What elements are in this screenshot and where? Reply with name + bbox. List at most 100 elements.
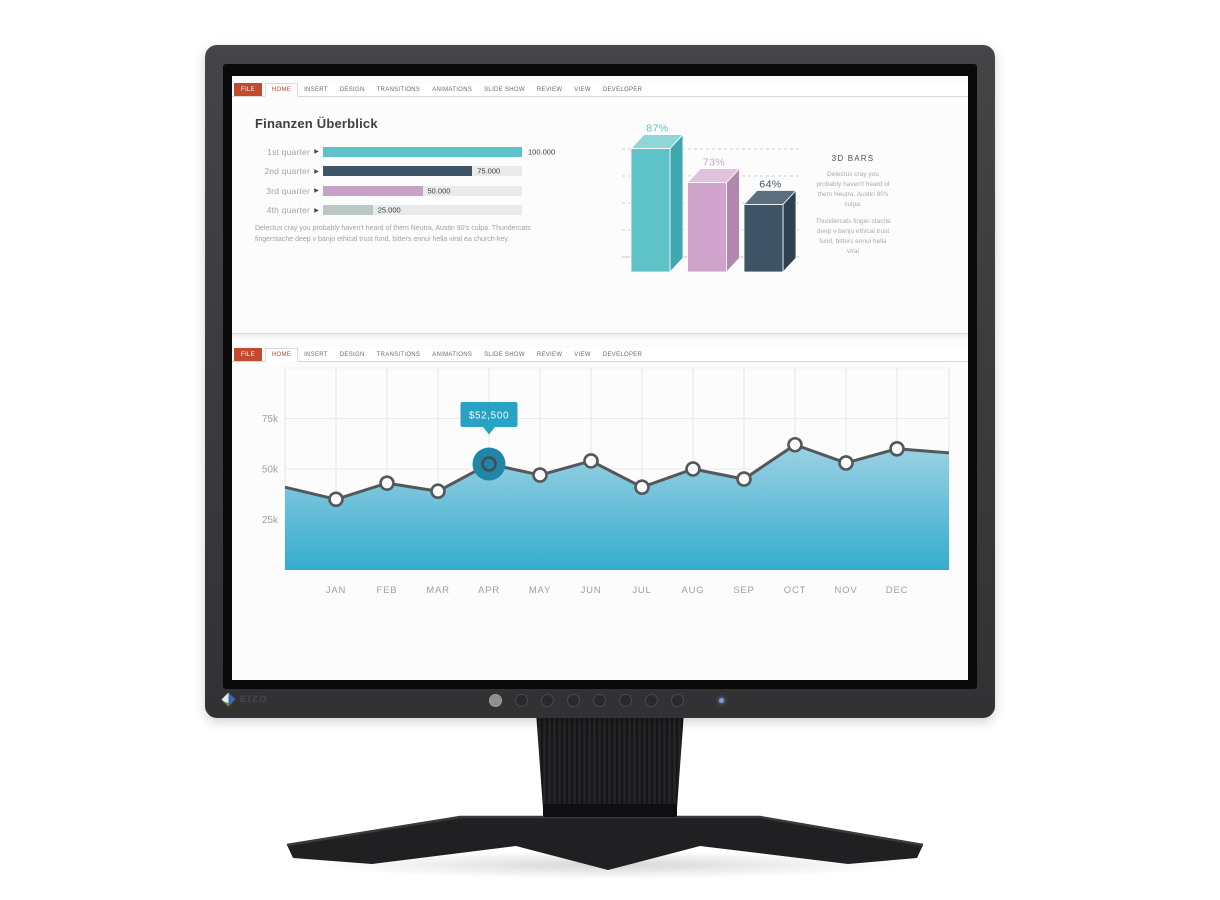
month-label: FEB (377, 585, 398, 596)
ribbon-tab-transitions[interactable]: TRANSITIONS (376, 351, 421, 358)
tooltip-value: $52,500 (469, 411, 509, 422)
month-label: DEC (886, 585, 908, 596)
ribbon-tab-review[interactable]: REVIEW (536, 86, 563, 93)
monitor-stand-hinge (543, 804, 677, 817)
ribbon-tab-home[interactable]: HOME (264, 348, 299, 362)
screen-frame: FILE HOME INSERT DESIGN TRANSITIONS ANIMATION… (223, 64, 977, 689)
bar-category-label: 4th quarter (266, 205, 310, 216)
bar-fill (323, 146, 522, 157)
triangle-marker-icon: ▶ (314, 207, 319, 214)
ribbon-tab-home[interactable]: HOME (264, 83, 299, 97)
monitor-button[interactable] (593, 694, 606, 707)
bar-row: 4th quarter ▶ 25.000 (252, 201, 592, 221)
ribbon-tab-slide-show[interactable]: SLIDE SHOW (484, 86, 525, 93)
data-point[interactable] (532, 467, 548, 483)
panel-paragraph-2: Thundercats finger-stache deep v banjo e… (815, 218, 891, 256)
percent-label: 64% (759, 179, 782, 191)
ribbon-tab-view[interactable]: VIEW (574, 86, 591, 93)
ribbon-tab-file[interactable]: FILE (234, 83, 262, 96)
data-point[interactable] (328, 491, 344, 508)
bar-fill (323, 185, 423, 196)
brand-label: EIZO (240, 693, 269, 705)
eizo-logo: EIZO (221, 690, 281, 708)
month-label: AUG (682, 585, 705, 596)
data-point-highlighted[interactable] (481, 456, 497, 472)
bar-track: 25.000 (323, 205, 522, 216)
stand-base-shape (287, 817, 923, 870)
panel-paragraph-1: Delectus cray you probably haven't heard… (816, 171, 890, 209)
triangle-marker-icon: ▶ (314, 188, 319, 195)
ribbon-tab-developer[interactable]: DEVELOPER (602, 351, 643, 358)
monitor-button[interactable] (567, 694, 580, 707)
ribbon-tab-insert[interactable]: INSERT (304, 86, 328, 93)
slide-divider (232, 333, 968, 339)
percent-label: 73% (703, 157, 726, 169)
ribbon-tab-design[interactable]: DESIGN (339, 351, 365, 358)
ribbon-tab-transitions[interactable]: TRANSITIONS (376, 86, 421, 93)
monitor-button-sensor[interactable] (489, 694, 502, 707)
month-label: NOV (835, 585, 858, 596)
y-axis-label: 50k (262, 465, 279, 476)
data-line (284, 443, 950, 501)
slide-title: Finanzen Überblick (255, 116, 378, 131)
ribbon-tab-design[interactable]: DESIGN (339, 86, 365, 93)
monitor-button[interactable] (671, 694, 684, 707)
month-label: JAN (326, 585, 346, 596)
bar-category-label: 2nd quarter (264, 166, 310, 177)
ribbon-tab-file[interactable]: FILE (234, 348, 262, 361)
area-fill (285, 444, 949, 570)
monitor-stand-base (286, 815, 924, 870)
ribbon-tab-animations[interactable]: ANIMATIONS (432, 86, 473, 93)
bar-value-label: 50.000 (427, 186, 451, 196)
data-point[interactable] (685, 461, 701, 477)
ribbon-tab-slide-show[interactable]: SLIDE SHOW (484, 351, 525, 358)
three-d-bar: 87% (630, 123, 684, 274)
bar-fill (323, 205, 373, 216)
power-led (719, 698, 724, 703)
month-label: OCT (784, 585, 806, 596)
monitor-stand-neck (536, 712, 684, 814)
bar-value-label: 75.000 (477, 166, 501, 176)
ribbon-tab-animations[interactable]: ANIMATIONS (432, 351, 473, 358)
y-axis-label: 75k (262, 414, 279, 425)
monitor-button[interactable] (515, 694, 528, 707)
ribbon-tab-developer[interactable]: DEVELOPER (602, 86, 643, 93)
month-label: JUN (581, 585, 602, 596)
bar-row: 1st quarter ▶ 100.000 (252, 142, 592, 162)
bar-row: 3rd quarter ▶ 50.000 (252, 181, 592, 201)
ribbon-tab-review[interactable]: REVIEW (536, 351, 563, 358)
screen: FILE HOME INSERT DESIGN TRANSITIONS ANIMATION… (232, 76, 968, 680)
eizo-diamond-icon (221, 692, 236, 706)
slide-body-text: Delectus cray you probably haven't heard… (255, 225, 531, 243)
data-point[interactable] (379, 475, 395, 491)
ribbon-tab-view[interactable]: VIEW (574, 351, 591, 358)
three-d-bars-panel: 3D BARS Delectus cray you probably haven… (815, 154, 891, 258)
panel-heading: 3D BARS (831, 154, 875, 163)
data-point[interactable] (889, 440, 905, 457)
percent-label: 87% (646, 123, 669, 135)
bar-track: 100.000 (323, 146, 555, 157)
data-point[interactable] (838, 455, 854, 471)
data-point[interactable] (736, 471, 752, 487)
y-axis-label: 25k (262, 515, 279, 526)
bar-category-label: 3rd quarter (266, 185, 310, 196)
monitor-button[interactable] (645, 694, 658, 707)
monitor-button[interactable] (541, 694, 554, 707)
ribbon-tab-insert[interactable]: INSERT (304, 351, 328, 358)
data-point[interactable] (430, 483, 446, 500)
month-label: JUL (632, 585, 651, 596)
monitor-bezel: FILE HOME INSERT DESIGN TRANSITIONS ANIMATION… (205, 45, 995, 718)
monitor-button[interactable] (619, 694, 632, 707)
data-point[interactable] (787, 436, 803, 453)
quarterly-bar-chart: 1st quarter ▶ 100.000 2nd quarter ▶ 75.000 3rd… (252, 142, 592, 220)
bar-row: 2nd quarter ▶ 75.000 (252, 162, 592, 182)
bar-track: 75.000 (323, 166, 522, 177)
month-label: MAY (529, 585, 551, 596)
data-point[interactable] (583, 453, 599, 469)
bar-value-label: 25.000 (377, 205, 401, 215)
triangle-marker-icon: ▶ (314, 149, 319, 156)
bar-value-label: 100.000 (528, 147, 556, 157)
data-point[interactable] (634, 479, 650, 495)
month-label: MAR (426, 585, 450, 596)
